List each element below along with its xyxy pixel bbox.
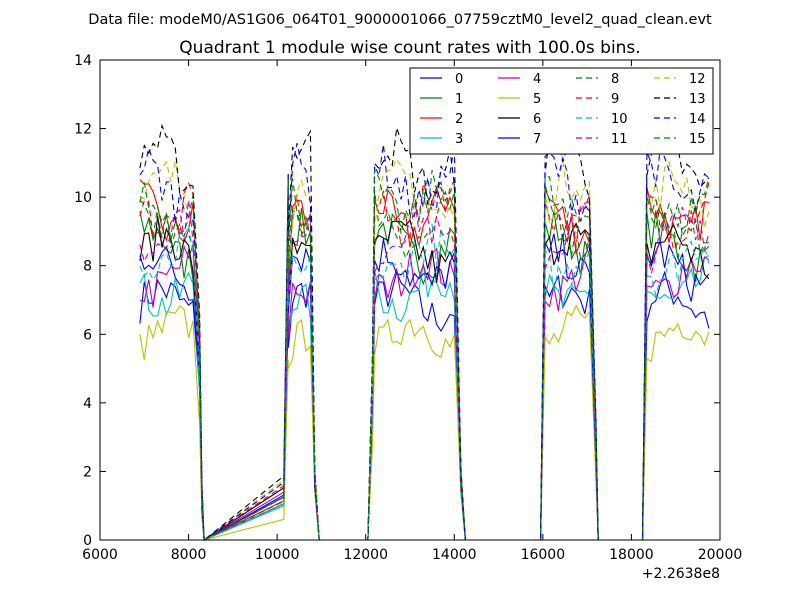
x-tick-label: 12000 — [343, 547, 388, 563]
x-tick-label: 16000 — [521, 547, 566, 563]
legend-label-0: 0 — [455, 72, 463, 87]
legend-label-9: 9 — [611, 92, 619, 107]
series-line-15 — [139, 169, 710, 541]
legend-label-10: 10 — [611, 112, 628, 127]
x-tick-label: 6000 — [82, 547, 118, 563]
y-tick-label: 2 — [83, 464, 92, 480]
x-tick-label: 8000 — [171, 547, 207, 563]
series-line-1 — [139, 207, 710, 541]
legend-label-14: 14 — [689, 112, 706, 127]
x-tick-label: 18000 — [609, 547, 654, 563]
x-offset-label: +2.2638e8 — [642, 566, 720, 582]
plot-area — [139, 123, 710, 542]
series-line-8 — [139, 184, 709, 541]
legend-label-3: 3 — [455, 132, 463, 147]
legend-label-11: 11 — [611, 132, 628, 147]
legend-label-2: 2 — [455, 112, 463, 127]
series-line-9 — [139, 178, 710, 542]
series-line-12 — [139, 157, 710, 542]
y-tick-label: 8 — [83, 259, 92, 275]
legend-label-13: 13 — [689, 92, 706, 107]
series-line-3 — [139, 255, 710, 541]
series-line-2 — [139, 179, 709, 541]
x-tick-label: 10000 — [255, 547, 300, 563]
y-tick-label: 6 — [83, 327, 92, 343]
x-tick-label: 14000 — [432, 547, 477, 563]
axes-frame — [99, 59, 721, 541]
x-tick-label: 20000 — [698, 547, 743, 563]
legend-label-5: 5 — [533, 92, 541, 107]
y-tick-label: 4 — [83, 396, 92, 412]
series-line-5 — [139, 304, 710, 541]
series-line-4 — [139, 243, 710, 541]
legend-label-12: 12 — [689, 72, 706, 87]
legend-label-4: 4 — [533, 72, 541, 87]
suptitle: Data file: modeM0/AS1G06_064T01_90000010… — [88, 12, 712, 28]
y-tick-label: 14 — [74, 53, 92, 69]
series-line-0 — [139, 270, 710, 541]
y-tick-label: 0 — [83, 533, 92, 549]
y-tick-label: 10 — [74, 190, 92, 206]
chart-title: Quadrant 1 module wise count rates with … — [179, 38, 640, 58]
legend-label-1: 1 — [455, 92, 463, 107]
y-tick-label: 12 — [74, 122, 92, 138]
series-line-14 — [139, 142, 710, 542]
legend-label-7: 7 — [533, 132, 541, 147]
legend-label-8: 8 — [611, 72, 619, 87]
series-line-6 — [139, 216, 710, 541]
series-line-11 — [139, 196, 710, 541]
legend-label-15: 15 — [689, 132, 706, 147]
x-axis: 6000 8000 10000 12000 14000 16000 18000 20000 — [82, 60, 742, 563]
legend-box — [409, 67, 714, 155]
legend-label-6: 6 — [533, 112, 541, 127]
